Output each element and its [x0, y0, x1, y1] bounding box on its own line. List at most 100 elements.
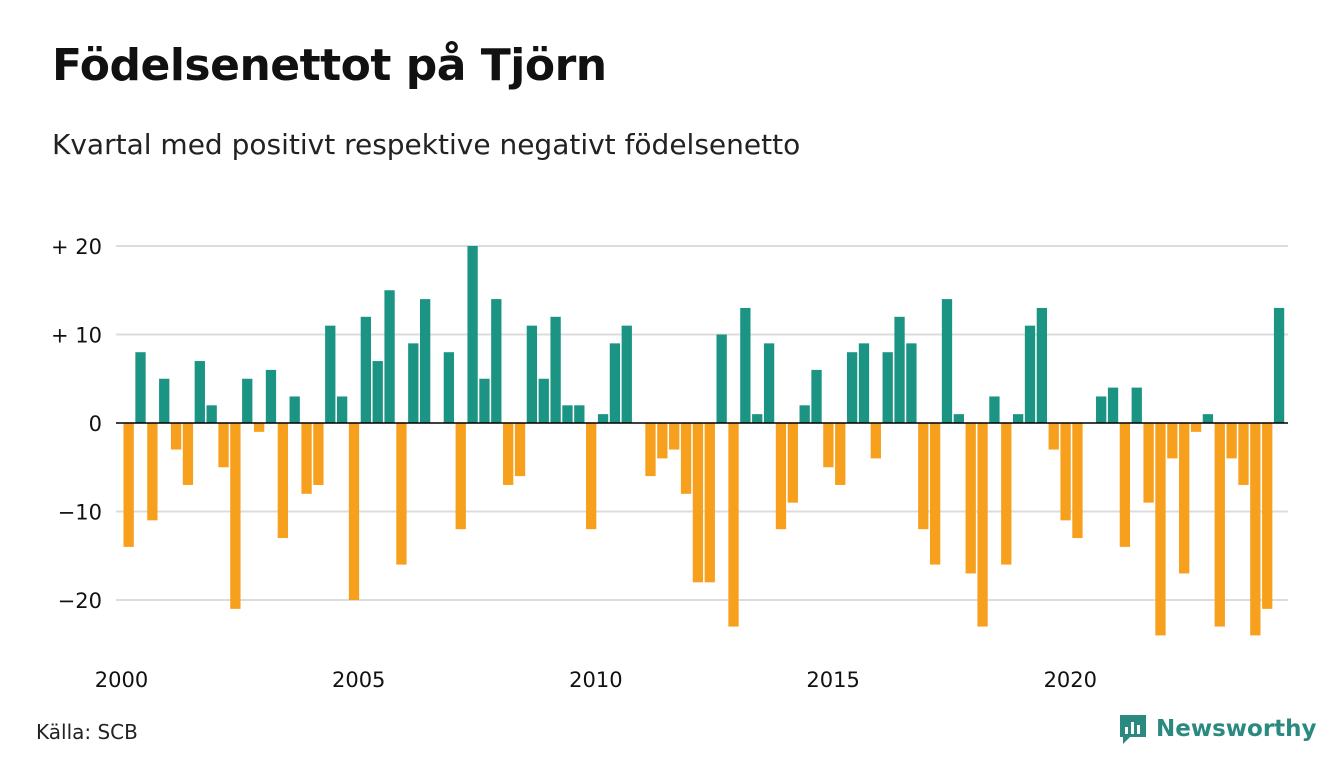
- bar-positive: [360, 316, 371, 423]
- bar-positive: [443, 352, 455, 423]
- bar-positive: [953, 414, 964, 423]
- bar-negative: [692, 423, 704, 583]
- x-tick-label: 2005: [332, 668, 385, 692]
- bar-negative: [1167, 423, 1178, 459]
- bar-positive: [740, 307, 751, 423]
- bar-positive: [609, 343, 621, 423]
- bar-negative: [823, 423, 834, 468]
- bar-negative: [977, 423, 988, 627]
- bar-positive: [597, 414, 609, 423]
- bar-negative: [230, 423, 241, 609]
- bar-negative: [586, 423, 597, 530]
- source-note: Källa: SCB: [36, 720, 138, 744]
- chart-title: Födelsenettot på Tjörn: [52, 40, 607, 91]
- bar-positive: [384, 290, 395, 423]
- y-tick-label: 0: [89, 412, 102, 436]
- bar-negative: [870, 423, 881, 459]
- bar-negative: [313, 423, 324, 485]
- bar-chart: + 20 + 10 0 −10 −20 2000 2005 2010 2015 2020: [51, 235, 1288, 692]
- bar-negative: [218, 423, 229, 468]
- bar-positive: [1024, 325, 1036, 423]
- bar-positive: [372, 361, 383, 423]
- bar-negative: [1155, 423, 1166, 636]
- bar-negative: [1179, 423, 1190, 574]
- x-tick-label: 2000: [95, 668, 148, 692]
- bar-positive: [752, 414, 763, 423]
- bar-negative: [277, 423, 288, 539]
- bar-negative: [835, 423, 846, 485]
- bar-negative: [1001, 423, 1012, 565]
- bar-positive: [941, 299, 953, 423]
- bar-positive: [716, 334, 727, 423]
- bar-positive: [846, 352, 858, 423]
- bar-positive: [1013, 414, 1024, 423]
- bar-positive: [1036, 307, 1048, 423]
- x-tick-label: 2020: [1044, 668, 1097, 692]
- bars: [123, 246, 1285, 636]
- bar-positive: [538, 378, 549, 423]
- bar-positive: [289, 396, 300, 423]
- bar-positive: [858, 343, 870, 423]
- bar-positive: [763, 343, 775, 423]
- bar-negative: [929, 423, 941, 565]
- bar-positive: [1202, 414, 1214, 423]
- bar-positive: [325, 325, 336, 423]
- y-tick-label: −20: [58, 589, 102, 613]
- chart-subtitle: Kvartal med positivt respektive negativt…: [52, 128, 801, 161]
- bar-negative: [1214, 423, 1225, 627]
- bar-negative: [657, 423, 668, 459]
- bar-positive: [1096, 396, 1107, 423]
- bar-positive: [1107, 387, 1119, 423]
- bar-positive: [479, 378, 490, 423]
- bar-positive: [811, 369, 822, 423]
- bar-positive: [420, 299, 431, 423]
- bar-negative: [680, 423, 692, 494]
- bar-positive: [265, 369, 277, 423]
- bar-negative: [1190, 423, 1202, 432]
- bar-negative: [1238, 423, 1249, 485]
- bar-negative: [645, 423, 656, 477]
- bar-positive: [135, 352, 146, 423]
- bar-negative: [1048, 423, 1059, 450]
- bar-negative: [348, 423, 360, 600]
- bar-negative: [147, 423, 158, 521]
- bar-negative: [253, 423, 265, 432]
- bar-negative: [1250, 423, 1261, 636]
- bar-positive: [467, 246, 478, 423]
- bar-positive: [491, 299, 502, 423]
- bar-positive: [550, 316, 561, 423]
- bar-positive: [336, 396, 348, 423]
- bar-positive: [1131, 387, 1142, 423]
- x-axis-ticks: 2000 2005 2010 2015 2020: [95, 668, 1097, 692]
- bar-negative: [301, 423, 312, 494]
- bar-positive: [574, 405, 585, 423]
- bar-negative: [455, 423, 466, 530]
- bar-positive: [562, 405, 573, 423]
- bar-negative: [1060, 423, 1071, 521]
- y-tick-label: + 20: [51, 235, 102, 259]
- bar-positive: [906, 343, 917, 423]
- bar-negative: [1226, 423, 1237, 459]
- bar-negative: [503, 423, 514, 485]
- brand-logo[interactable]: Newsworthy: [1118, 713, 1317, 745]
- bar-negative: [965, 423, 976, 574]
- bar-negative: [728, 423, 739, 627]
- x-tick-label: 2015: [806, 668, 859, 692]
- bar-positive: [621, 325, 632, 423]
- bar-positive: [206, 405, 217, 423]
- bar-positive: [799, 405, 810, 423]
- bar-negative: [704, 423, 715, 583]
- bar-positive: [882, 352, 893, 423]
- bar-positive: [159, 378, 170, 423]
- bar-negative: [396, 423, 407, 565]
- bar-negative: [787, 423, 798, 503]
- bar-negative: [1072, 423, 1083, 539]
- bar-positive: [894, 316, 905, 423]
- bar-negative: [1262, 423, 1273, 609]
- x-tick-label: 2010: [569, 668, 622, 692]
- bar-negative: [1143, 423, 1154, 503]
- bar-negative: [182, 423, 194, 485]
- bar-negative: [514, 423, 526, 477]
- bar-negative: [775, 423, 787, 530]
- brand-name: Newsworthy: [1156, 716, 1317, 742]
